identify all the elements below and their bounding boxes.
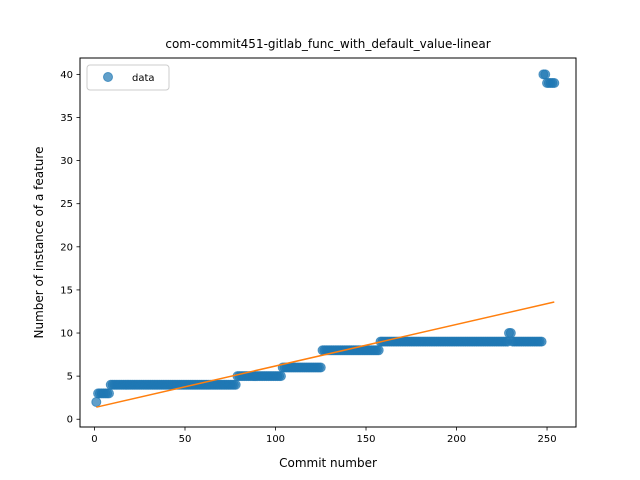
x-tick-label: 50	[179, 434, 192, 445]
y-tick-label: 10	[60, 329, 73, 340]
legend-marker-data	[103, 72, 113, 82]
data-point	[549, 78, 560, 88]
x-tick-label: 250	[537, 434, 556, 445]
data-point	[540, 69, 551, 80]
fit-line	[96, 301, 555, 408]
y-tick-label: 15	[60, 285, 73, 296]
x-axis-ticks: 0 50 100 150 200 250	[91, 427, 557, 445]
y-axis-label: Number of instance of a feature	[32, 147, 46, 339]
data-point	[103, 388, 114, 399]
y-tick-label: 20	[60, 242, 73, 253]
x-tick-label: 150	[356, 434, 375, 445]
y-tick-label: 25	[60, 199, 73, 210]
data-point	[505, 328, 516, 339]
data-point	[230, 379, 241, 390]
chart-title: com-commit451-gitlab_func_with_default_v…	[165, 37, 490, 51]
x-tick-label: 200	[447, 434, 466, 445]
x-tick-label: 100	[266, 434, 285, 445]
x-axis-label: Commit number	[279, 456, 377, 470]
plot-frame	[79, 57, 577, 428]
x-tick-label: 0	[91, 434, 97, 445]
y-tick-label: 0	[67, 415, 73, 426]
legend-box	[86, 64, 170, 91]
y-tick-label: 40	[60, 70, 73, 81]
legend-label-data: data	[132, 73, 155, 84]
y-axis-ticks: 0 5 10 15 20 25 30 35 40	[60, 70, 80, 426]
y-tick-label: 30	[60, 156, 73, 167]
fit-line-group	[96, 301, 555, 408]
data-point	[315, 362, 326, 373]
y-tick-label: 35	[60, 113, 73, 124]
data-point	[373, 345, 384, 356]
data-point	[536, 336, 547, 347]
legend: data	[86, 64, 170, 91]
y-tick-label: 5	[67, 372, 73, 383]
data-point	[91, 397, 102, 407]
data-point	[275, 371, 286, 382]
